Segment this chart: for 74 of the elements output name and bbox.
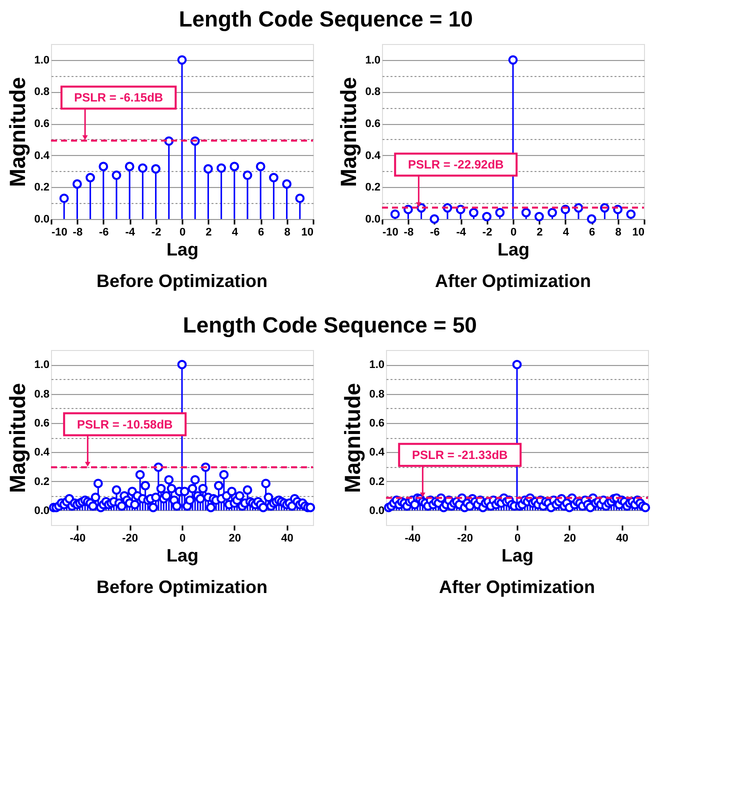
x-tick-label: 8	[284, 226, 290, 238]
x-axis-title: Lag	[501, 546, 534, 566]
y-tick-label: 1.0	[34, 54, 50, 66]
y-tick-label: 0.6	[369, 417, 384, 430]
y-tick-label: 0.4	[365, 150, 382, 162]
x-axis-title: Lag	[166, 240, 199, 260]
x-tick-label: -4	[125, 226, 136, 238]
y-tick-label: 0.4	[369, 446, 386, 459]
text: After Optimization	[439, 577, 595, 597]
y-tick-label: 0.6	[34, 417, 50, 430]
y-axis-title: Magnitude	[5, 383, 30, 493]
x-tick-label: 20	[564, 532, 576, 544]
x-tick-label: 0	[179, 226, 186, 238]
y-axis-title: Magnitude	[5, 77, 30, 187]
x-tick-label: 8	[615, 226, 622, 238]
text: After Optimization	[435, 271, 591, 291]
y-tick-label: 0.0	[34, 504, 50, 517]
y-tick-label: 1.0	[365, 54, 380, 66]
x-axis-title: Lag	[497, 240, 530, 260]
x-tick-label: -10	[382, 226, 398, 238]
x-tick-label: -40	[70, 532, 86, 544]
y-tick-label: 1.0	[34, 359, 50, 372]
y-tick-label: 0.2	[34, 476, 50, 488]
y-tick-label: 0.2	[365, 182, 380, 194]
x-tick-label: 0	[510, 226, 517, 238]
y-tick-label: 0.8	[34, 86, 50, 98]
x-tick-label: 40	[616, 532, 628, 544]
x-tick-label: -2	[151, 226, 162, 238]
x-axis-title: Lag	[166, 546, 199, 566]
y-tick-label: 0.4	[34, 150, 50, 162]
x-tick-label: -4	[456, 226, 467, 238]
y-tick-label: 0.0	[365, 214, 380, 226]
x-tick-label: -6	[430, 226, 440, 238]
y-tick-label: 0.0	[34, 214, 50, 226]
y-tick-label: 0.4	[34, 446, 50, 459]
x-tick-label: -8	[72, 226, 83, 238]
annotation: PSLR = -22.92dB	[408, 158, 504, 172]
x-tick-label: 4	[562, 226, 570, 238]
x-tick-label: 10	[632, 226, 644, 238]
x-tick-label: 20	[228, 532, 242, 544]
x-tick-label: -20	[122, 532, 138, 544]
x-tick-label: 40	[281, 532, 294, 544]
y-tick-label: 0.6	[365, 118, 380, 130]
x-tick-label: 2	[536, 226, 543, 238]
y-tick-label: 0.6	[34, 118, 50, 130]
text: Before Optimization	[96, 577, 268, 597]
chart-title: Length Code Sequence = 50	[182, 312, 477, 338]
x-tick-label: 6	[589, 226, 596, 238]
y-tick-label: 0.8	[365, 86, 380, 98]
y-tick-label: 0.8	[369, 388, 384, 400]
x-tick-label: 2	[206, 226, 212, 238]
x-tick-label: 6	[258, 226, 264, 238]
x-tick-label: -20	[457, 532, 474, 544]
text: Before Optimization	[96, 271, 268, 291]
y-tick-label: 0.8	[34, 388, 50, 400]
y-axis-title: Magnitude	[340, 383, 366, 493]
annotation: PSLR = -21.33dB	[412, 448, 508, 462]
x-tick-label: -8	[404, 226, 414, 238]
y-tick-label: 0.2	[369, 476, 384, 488]
y-tick-label: 1.0	[369, 359, 384, 372]
y-axis-title: Magnitude	[336, 77, 362, 187]
annotation: PSLR = -10.58dB	[77, 417, 174, 432]
x-tick-label: 10	[301, 226, 314, 238]
y-tick-label: 0.2	[34, 182, 50, 194]
x-tick-label: -10	[52, 226, 68, 238]
y-tick-label: 0.0	[369, 504, 384, 517]
x-tick-label: 0	[179, 532, 186, 544]
x-tick-label: -6	[99, 226, 109, 238]
x-tick-label: -2	[482, 226, 492, 238]
chart-title: Length Code Sequence = 10	[178, 6, 473, 32]
annotation: PSLR = -6.15dB	[74, 90, 164, 105]
x-tick-label: 4	[232, 226, 239, 238]
x-tick-label: 0	[514, 532, 521, 544]
x-tick-label: -40	[404, 532, 421, 544]
